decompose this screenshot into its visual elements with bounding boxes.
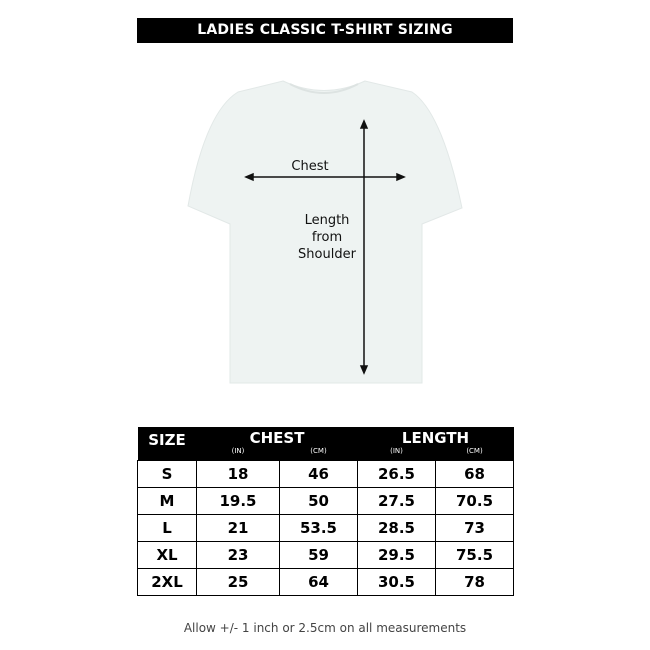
value-cell: 19.5 xyxy=(196,487,280,515)
value-cell: 75.5 xyxy=(434,541,515,569)
header-row: SIZE CHEST LENGTH xyxy=(137,427,514,461)
chart-title: LADIES CLASSIC T-SHIRT SIZING xyxy=(137,18,513,43)
value-cell: 59 xyxy=(279,541,358,569)
unit-label: (CM) xyxy=(279,447,358,461)
value-cell: 28.5 xyxy=(357,514,436,542)
size-cell: XL xyxy=(137,541,197,569)
size-cell: M xyxy=(137,487,197,515)
tshirt-icon xyxy=(187,80,463,384)
unit-label: (IN) xyxy=(357,447,436,461)
unit-label: (IN) xyxy=(196,447,280,461)
value-cell: 46 xyxy=(279,460,358,488)
value-cell: 21 xyxy=(196,514,280,542)
chest-header: CHEST xyxy=(196,427,358,447)
length-label-line: Length xyxy=(304,213,350,228)
table-row: M 19.5 50 27.5 70.5 xyxy=(137,487,515,515)
tshirt-diagram xyxy=(187,80,463,384)
unit-label: (CM) xyxy=(435,447,514,461)
value-cell: 29.5 xyxy=(357,541,436,569)
chest-label: Chest xyxy=(291,159,329,174)
value-cell: 53.5 xyxy=(279,514,358,542)
value-cell: 27.5 xyxy=(357,487,436,515)
value-cell: 18 xyxy=(196,460,280,488)
units-row: (IN) (CM) (IN) (CM) xyxy=(138,447,514,461)
size-header: SIZE xyxy=(137,427,197,461)
value-cell: 73 xyxy=(434,514,515,542)
value-cell: 25 xyxy=(196,568,280,596)
value-cell: 64 xyxy=(279,568,358,596)
value-cell: 26.5 xyxy=(357,460,436,488)
length-arrow xyxy=(359,119,369,375)
value-cell: 30.5 xyxy=(357,568,436,596)
length-label-line: from xyxy=(311,230,343,245)
chest-arrow xyxy=(244,172,406,182)
size-cell: L xyxy=(137,514,197,542)
value-cell: 70.5 xyxy=(434,487,515,515)
value-cell: 78 xyxy=(434,568,515,596)
length-header: LENGTH xyxy=(357,427,514,447)
size-cell: 2XL xyxy=(137,568,197,596)
value-cell: 23 xyxy=(196,541,280,569)
size-cell: S xyxy=(137,460,197,488)
length-label-line: Shoulder xyxy=(298,247,356,262)
table-row: 2XL 25 64 30.5 78 xyxy=(137,568,515,596)
value-cell: 50 xyxy=(279,487,358,515)
table-row: XL 23 59 29.5 75.5 xyxy=(137,541,515,569)
table-row: S 18 46 26.5 68 xyxy=(137,460,515,488)
table-row: L 21 53.5 28.5 73 xyxy=(137,514,515,542)
length-label: Length from Shoulder xyxy=(287,212,367,263)
measurement-note: Allow +/- 1 inch or 2.5cm on all measure… xyxy=(183,621,467,635)
value-cell: 68 xyxy=(434,460,515,488)
